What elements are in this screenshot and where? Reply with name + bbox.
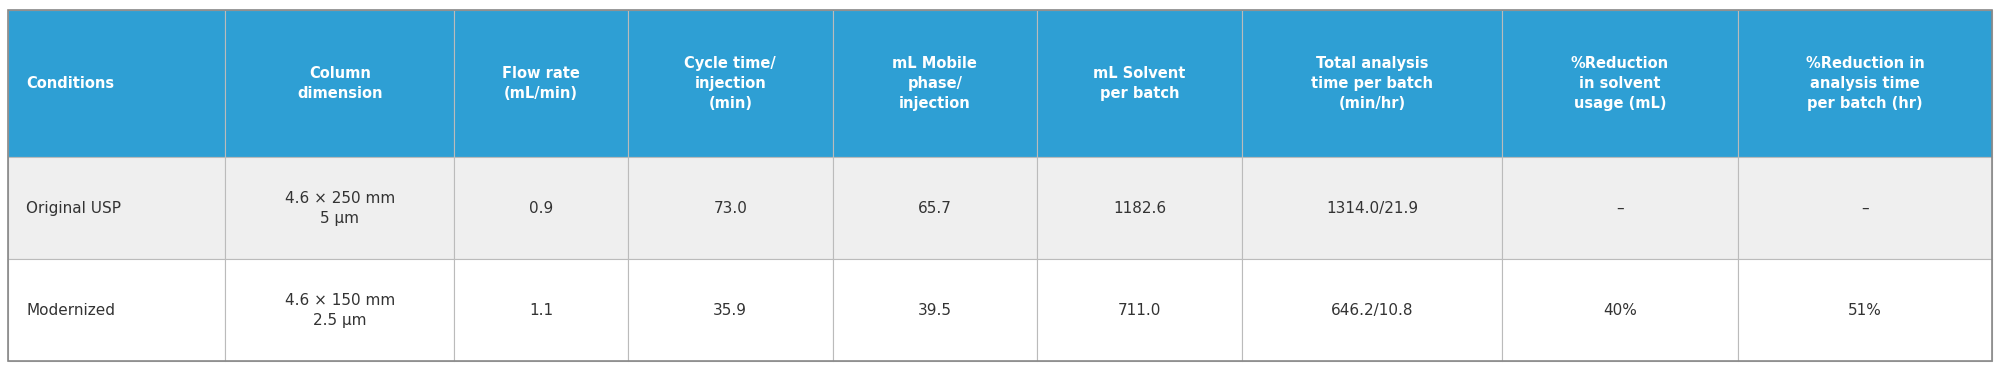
Bar	[1038, 158, 1242, 259]
Text: 73.0: 73.0	[714, 201, 748, 216]
Text: Modernized: Modernized	[26, 303, 116, 318]
Text: 1.1: 1.1	[530, 303, 554, 318]
Text: %Reduction
in solvent
usage (mL): %Reduction in solvent usage (mL)	[1570, 56, 1670, 111]
Text: 51%: 51%	[1848, 303, 1882, 318]
Bar	[1038, 10, 1242, 158]
Bar	[1242, 158, 1502, 259]
Bar	[224, 158, 454, 259]
Bar	[8, 259, 224, 361]
Bar	[1502, 10, 1738, 158]
Bar	[8, 158, 224, 259]
Text: 40%: 40%	[1604, 303, 1636, 318]
Text: Conditions: Conditions	[26, 76, 114, 91]
Bar	[454, 158, 628, 259]
Bar	[628, 259, 832, 361]
Text: 35.9: 35.9	[714, 303, 748, 318]
Bar	[224, 259, 454, 361]
Bar	[628, 158, 832, 259]
Bar	[454, 259, 628, 361]
Bar	[8, 10, 224, 158]
Bar	[1242, 10, 1502, 158]
Bar	[454, 10, 628, 158]
Bar	[1502, 158, 1738, 259]
Text: Total analysis
time per batch
(min/hr): Total analysis time per batch (min/hr)	[1312, 56, 1432, 111]
Text: 4.6 × 250 mm
5 μm: 4.6 × 250 mm 5 μm	[284, 191, 394, 226]
Text: 65.7: 65.7	[918, 201, 952, 216]
Bar	[628, 10, 832, 158]
Text: 1182.6: 1182.6	[1112, 201, 1166, 216]
Bar	[224, 10, 454, 158]
Text: 646.2/10.8: 646.2/10.8	[1330, 303, 1414, 318]
Text: Column
dimension: Column dimension	[296, 66, 382, 101]
Text: Cycle time/
injection
(min): Cycle time/ injection (min)	[684, 56, 776, 111]
Text: 711.0: 711.0	[1118, 303, 1162, 318]
Text: 0.9: 0.9	[530, 201, 554, 216]
Text: –: –	[1616, 201, 1624, 216]
Text: 4.6 × 150 mm
2.5 μm: 4.6 × 150 mm 2.5 μm	[284, 293, 394, 328]
Text: –: –	[1862, 201, 1868, 216]
Bar	[832, 158, 1038, 259]
Text: 1314.0/21.9: 1314.0/21.9	[1326, 201, 1418, 216]
Text: Original USP: Original USP	[26, 201, 120, 216]
Bar	[1738, 158, 1992, 259]
Text: Flow rate
(mL/min): Flow rate (mL/min)	[502, 66, 580, 101]
Bar	[832, 259, 1038, 361]
Bar	[1738, 10, 1992, 158]
Bar	[1038, 259, 1242, 361]
Bar	[1502, 259, 1738, 361]
Bar	[1242, 259, 1502, 361]
Text: mL Solvent
per batch: mL Solvent per batch	[1094, 66, 1186, 101]
Bar	[1738, 259, 1992, 361]
Text: mL Mobile
phase/
injection: mL Mobile phase/ injection	[892, 56, 978, 111]
Text: %Reduction in
analysis time
per batch (hr): %Reduction in analysis time per batch (h…	[1806, 56, 1924, 111]
Bar	[832, 10, 1038, 158]
Text: 39.5: 39.5	[918, 303, 952, 318]
